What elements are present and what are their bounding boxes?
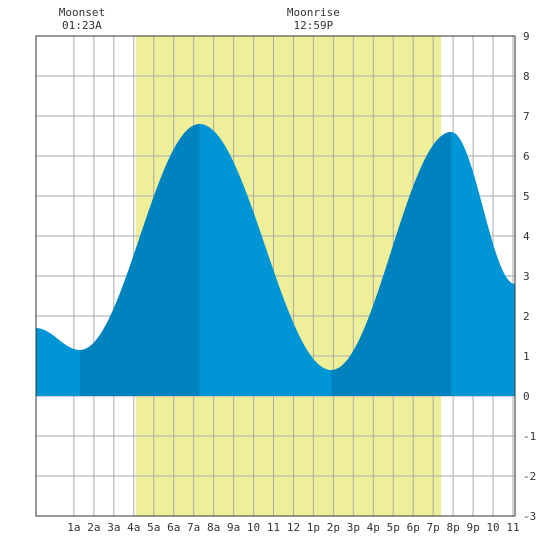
y-tick-label: 6: [523, 150, 530, 163]
x-tick-labels: 1a 2a 3a 4a 5a 6a 7a 8a 9a 10 11 12 1p 2p 3p 4p 5p 6p 7p 8p…: [67, 521, 519, 534]
y-tick-label: 1: [523, 350, 530, 363]
x-tick-label: 4a: [127, 521, 140, 534]
y-tick-label: 8: [523, 70, 530, 83]
x-tick-label: 1a: [67, 521, 80, 534]
x-tick-label: 6a: [167, 521, 180, 534]
moon-event-name: Moonrise: [287, 6, 340, 19]
x-tick-label: 12: [287, 521, 300, 534]
frame-layer: [35, 35, 516, 517]
y-tick-label: -2: [523, 470, 536, 483]
tide-rising-area: [79, 124, 200, 396]
x-tick-label: 2p: [327, 521, 340, 534]
x-tick-label: 3a: [107, 521, 120, 534]
y-tick-label: -3: [523, 510, 536, 523]
plot-frame: [35, 35, 516, 517]
moon-event-time: 12:59P: [294, 19, 334, 32]
y-tick-label: 2: [523, 310, 530, 323]
x-tick-label: 1p: [307, 521, 320, 534]
x-tick-label: 9p: [466, 521, 479, 534]
x-tick-label: 10: [486, 521, 499, 534]
x-tick-label: 8a: [207, 521, 220, 534]
x-tick-label: 10: [247, 521, 260, 534]
y-tick-label: 4: [523, 230, 530, 243]
y-tick-label: 7: [523, 110, 530, 123]
x-tick-label: 5p: [387, 521, 400, 534]
x-tick-label: 2a: [87, 521, 100, 534]
y-tick-label: 9: [523, 30, 530, 43]
x-tick-label: 6p: [407, 521, 420, 534]
x-tick-label: 11: [506, 521, 519, 534]
x-tick-label: 7a: [187, 521, 200, 534]
x-tick-label: 9a: [227, 521, 240, 534]
x-tick-label: 8p: [447, 521, 460, 534]
x-tick-label: 4p: [367, 521, 380, 534]
y-tick-labels: -3 -2 -1 0 1 2 3 4 5 6 7 8 9: [523, 30, 536, 523]
moon-event-time: 01:23A: [62, 19, 102, 32]
y-tick-label: -1: [523, 430, 536, 443]
tide-layer: [36, 124, 515, 396]
x-tick-label: 5a: [147, 521, 160, 534]
y-tick-label: 5: [523, 190, 530, 203]
x-tick-label: 11: [267, 521, 280, 534]
y-tick-label: 0: [523, 390, 530, 403]
moon-event-name: Moonset: [59, 6, 105, 19]
x-tick-label: 3p: [347, 521, 360, 534]
y-tick-label: 3: [523, 270, 530, 283]
x-tick-label: 7p: [427, 521, 440, 534]
tide-rising-area: [331, 132, 452, 396]
